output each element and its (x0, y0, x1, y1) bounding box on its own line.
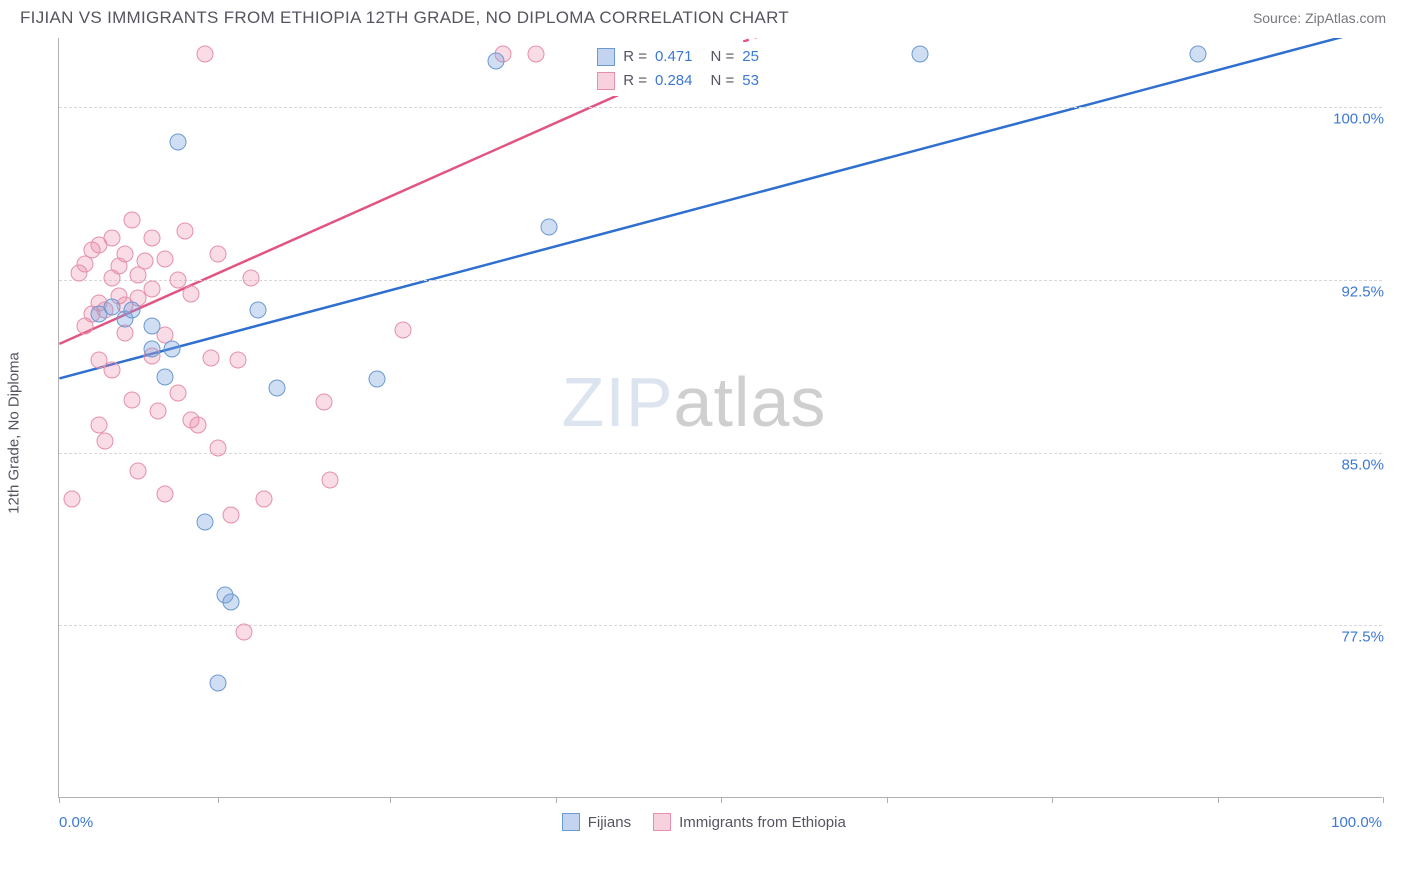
correlation-legend: R = 0.471 N = 25 R = 0.284 N = 53 (588, 42, 778, 96)
data-point (315, 393, 332, 410)
data-point (209, 246, 226, 263)
data-point (196, 46, 213, 63)
data-point (143, 281, 160, 298)
chart-area: 12th Grade, No Diploma ZIPatlas R = 0.47… (42, 38, 1382, 828)
data-point (911, 46, 928, 63)
header: FIJIAN VS IMMIGRANTS FROM ETHIOPIA 12TH … (0, 0, 1406, 36)
data-point (170, 133, 187, 150)
data-point (64, 490, 81, 507)
data-point (123, 301, 140, 318)
series-legend-label: Immigrants from Ethiopia (679, 814, 846, 831)
gridline-h (59, 453, 1382, 454)
data-point (229, 352, 246, 369)
series-legend-item: Immigrants from Ethiopia (653, 813, 846, 831)
x-tick (1383, 797, 1384, 803)
plot-region: ZIPatlas R = 0.471N = 25R = 0.284N = 53 … (58, 38, 1382, 798)
legend-n-value: 25 (742, 45, 759, 69)
gridline-h (59, 107, 1382, 108)
data-point (150, 403, 167, 420)
data-point (190, 416, 207, 433)
legend-n-label: N = (711, 69, 735, 93)
data-point (163, 340, 180, 357)
x-tick (721, 797, 722, 803)
watermark-atlas: atlas (674, 363, 827, 441)
source-label: Source: ZipAtlas.com (1253, 10, 1386, 26)
watermark-zip: ZIP (562, 363, 674, 441)
data-point (97, 433, 114, 450)
data-point (209, 674, 226, 691)
data-point (143, 340, 160, 357)
data-point (130, 462, 147, 479)
legend-n-value: 53 (742, 69, 759, 93)
x-tick (218, 797, 219, 803)
legend-swatch (653, 813, 671, 831)
data-point (223, 594, 240, 611)
data-point (1189, 46, 1206, 63)
y-axis-title: 12th Grade, No Diploma (6, 352, 23, 514)
data-point (256, 490, 273, 507)
data-point (123, 391, 140, 408)
data-point (123, 211, 140, 228)
y-tick-label: 92.5% (1335, 283, 1384, 300)
legend-r-value: 0.471 (655, 45, 693, 69)
legend-r-value: 0.284 (655, 69, 693, 93)
series-legend: Fijians Immigrants from Ethiopia (562, 813, 846, 831)
legend-row: R = 0.284 N = 53 (597, 69, 769, 93)
data-point (103, 361, 120, 378)
data-point (269, 380, 286, 397)
x-tick (59, 797, 60, 803)
data-point (156, 251, 173, 268)
chart-title: FIJIAN VS IMMIGRANTS FROM ETHIOPIA 12TH … (20, 8, 789, 28)
y-tick-label: 77.5% (1335, 629, 1384, 646)
series-legend-item: Fijians (562, 813, 631, 831)
data-point (395, 322, 412, 339)
watermark: ZIPatlas (562, 362, 827, 442)
data-point (183, 285, 200, 302)
data-point (236, 624, 253, 641)
data-point (322, 472, 339, 489)
data-point (487, 53, 504, 70)
x-tick (887, 797, 888, 803)
x-tick (390, 797, 391, 803)
x-axis-min-label: 0.0% (59, 814, 93, 831)
data-point (209, 439, 226, 456)
data-point (156, 368, 173, 385)
data-point (103, 230, 120, 247)
legend-r-label: R = (623, 69, 647, 93)
data-point (176, 223, 193, 240)
data-point (249, 301, 266, 318)
data-point (156, 486, 173, 503)
x-tick (1218, 797, 1219, 803)
data-point (540, 218, 557, 235)
data-point (143, 230, 160, 247)
y-tick-label: 100.0% (1327, 111, 1384, 128)
data-point (170, 384, 187, 401)
legend-swatch (562, 813, 580, 831)
y-tick-label: 85.0% (1335, 456, 1384, 473)
x-tick (556, 797, 557, 803)
x-tick (1052, 797, 1053, 803)
legend-r-label: R = (623, 45, 647, 69)
data-point (170, 271, 187, 288)
data-point (137, 253, 154, 270)
data-point (527, 46, 544, 63)
legend-swatch (597, 72, 615, 90)
data-point (143, 317, 160, 334)
data-point (90, 416, 107, 433)
data-point (196, 513, 213, 530)
data-point (223, 506, 240, 523)
data-point (242, 269, 259, 286)
legend-row: R = 0.471 N = 25 (597, 45, 769, 69)
legend-n-label: N = (711, 45, 735, 69)
x-axis-max-label: 100.0% (1331, 814, 1382, 831)
data-point (368, 370, 385, 387)
gridline-h (59, 625, 1382, 626)
legend-swatch (597, 48, 615, 66)
series-legend-label: Fijians (588, 814, 631, 831)
data-point (117, 246, 134, 263)
data-point (203, 350, 220, 367)
